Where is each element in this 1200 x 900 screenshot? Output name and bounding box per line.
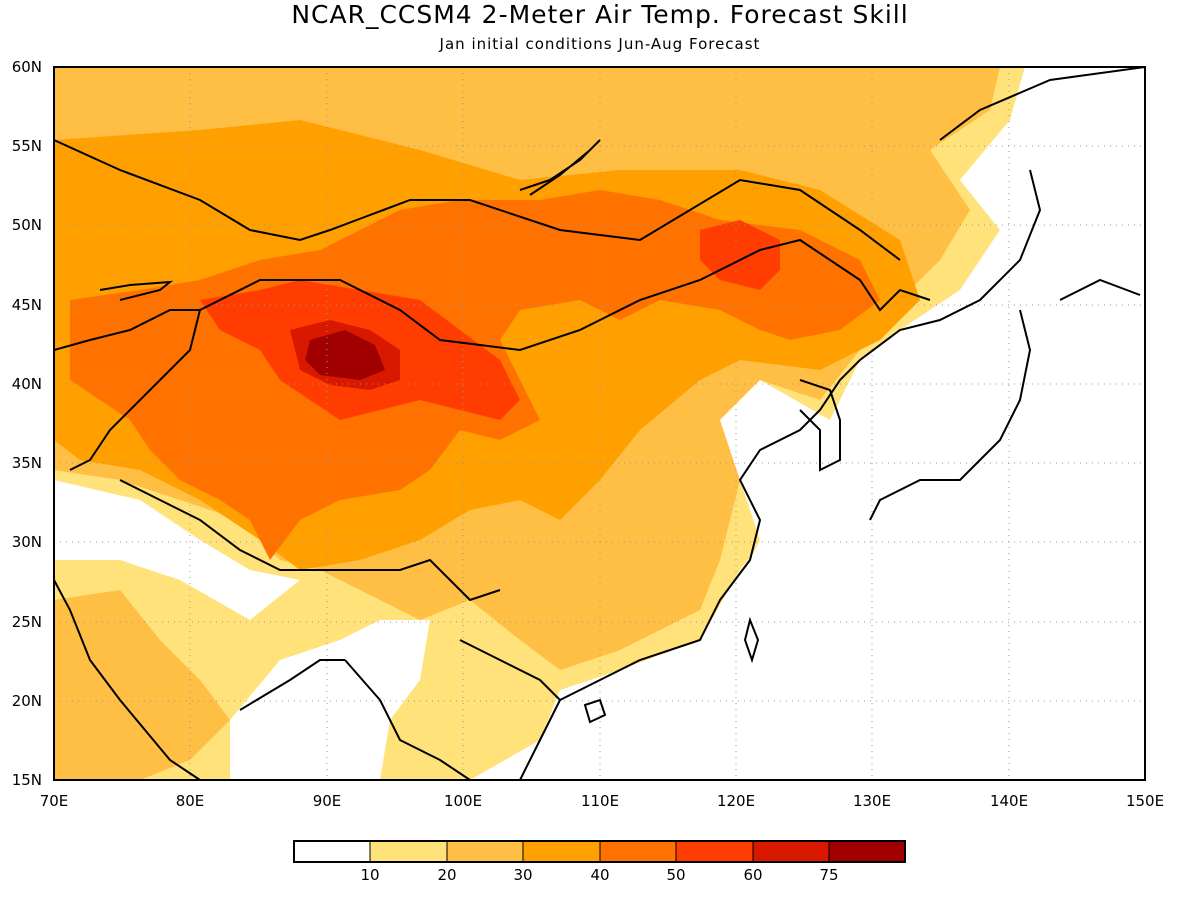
colorbar-frame	[293, 840, 906, 863]
skill-region-75-plus	[305, 330, 385, 380]
lat-tick-40n: 40N	[12, 375, 42, 393]
lat-tick-55n: 55N	[12, 137, 42, 155]
lat-tick-30n: 30N	[12, 533, 42, 551]
lake-balkhash	[99, 280, 174, 301]
colorbar-label-20: 20	[437, 866, 456, 884]
border-himalaya	[119, 479, 501, 602]
x-axis-labels: 70E 80E 90E 100E 110E 120E 130E 140E 150…	[40, 792, 1164, 810]
chart-title: NCAR_CCSM4 2-Meter Air Temp. Forecast Sk…	[291, 0, 909, 29]
colorbar-bin-1	[369, 840, 448, 863]
plot-frame	[53, 66, 1146, 781]
skill-region-50-60-east	[700, 220, 780, 290]
colorbar-bin-4	[599, 840, 677, 863]
lon-tick-100e: 100E	[444, 792, 482, 810]
grid-lines	[54, 67, 1145, 780]
lon-tick-150e: 150E	[1126, 792, 1164, 810]
colorbar: 10 20 30 40 50 60 75	[293, 840, 906, 884]
no-skill-bay-of-bengal	[230, 620, 430, 780]
lat-tick-45n: 45N	[12, 296, 42, 314]
lon-tick-80e: 80E	[176, 792, 205, 810]
border-russia	[54, 139, 901, 261]
lon-tick-90e: 90E	[313, 792, 342, 810]
skill-region-20-30-south	[54, 590, 230, 780]
no-skill-ocean-east	[560, 67, 1145, 780]
lat-tick-35n: 35N	[12, 454, 42, 472]
coastlines	[54, 67, 1145, 780]
colorbar-label-75: 75	[819, 866, 838, 884]
coastline-japan	[869, 278, 1141, 521]
lat-tick-25n: 25N	[12, 613, 42, 631]
lon-tick-140e: 140E	[990, 792, 1028, 810]
coastline-indochina	[344, 639, 561, 780]
coastline-hainan	[583, 698, 607, 724]
lat-tick-50n: 50N	[12, 216, 42, 234]
y-axis-labels: 15N 20N 25N 30N 35N 40N 45N 50N 55N 60N	[12, 58, 42, 789]
lon-tick-70e: 70E	[40, 792, 69, 810]
colorbar-bin-2	[446, 840, 524, 863]
coastline-india	[54, 579, 345, 780]
colorbar-bin-3	[522, 840, 601, 863]
border-central-asia	[54, 309, 202, 471]
border-china-mongolia	[199, 238, 931, 352]
colorbar-label-10: 10	[360, 866, 379, 884]
colorbar-label-40: 40	[590, 866, 609, 884]
colorbar-label-60: 60	[743, 866, 762, 884]
lon-tick-120e: 120E	[717, 792, 755, 810]
coastline-korea	[799, 379, 841, 472]
colorbar-bin-7	[828, 840, 906, 863]
coastline-taiwan	[743, 616, 760, 664]
lon-tick-110e: 110E	[581, 792, 619, 810]
colorbar-bin-5	[675, 840, 754, 863]
colorbar-label-50: 50	[666, 866, 685, 884]
no-skill-india-north	[54, 480, 300, 620]
coastline-east-asia	[519, 67, 1145, 780]
chart-subtitle: Jan initial conditions Jun-Aug Forecast	[439, 35, 761, 53]
lon-tick-130e: 130E	[853, 792, 891, 810]
colorbar-bin-0	[293, 840, 371, 863]
lake-baikal	[519, 139, 601, 196]
lat-tick-15n: 15N	[12, 771, 42, 789]
colorbar-bin-6	[752, 840, 830, 863]
lat-tick-20n: 20N	[12, 692, 42, 710]
lat-tick-60n: 60N	[12, 58, 42, 76]
colorbar-label-30: 30	[513, 866, 532, 884]
